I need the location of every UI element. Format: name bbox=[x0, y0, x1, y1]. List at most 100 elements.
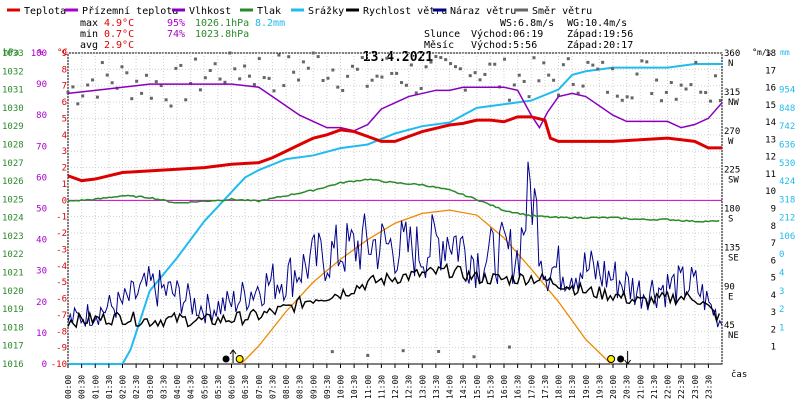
wind-direction-point bbox=[404, 83, 408, 87]
ms-tick-label: 2 bbox=[771, 325, 776, 335]
plot-area bbox=[66, 51, 723, 365]
legend-label: Směr větru bbox=[532, 5, 592, 17]
wind-direction-point bbox=[159, 84, 163, 88]
axes: 9876543210-1-2-3-4-5-6-7-8-9-10103310321… bbox=[2, 48, 795, 370]
wind-direction-point bbox=[218, 77, 222, 81]
hpa-tick-label: 1016 bbox=[2, 360, 24, 370]
legend-label: Srážky bbox=[308, 5, 344, 17]
wind-direction-point bbox=[645, 60, 649, 64]
wind-direction-point bbox=[76, 102, 80, 106]
wind-direction-point bbox=[380, 75, 384, 79]
wind-direction-point bbox=[472, 355, 476, 359]
wind-direction-point bbox=[360, 56, 364, 60]
hpa-tick-label: 1023 bbox=[2, 232, 24, 242]
x-tick-label: 09:30 bbox=[323, 375, 332, 399]
dir-compass-label: NW bbox=[728, 98, 739, 108]
x-tick-label: 17:00 bbox=[527, 375, 536, 399]
wind-direction-point bbox=[257, 57, 261, 61]
x-tick-label: 16:30 bbox=[514, 375, 523, 399]
temp-tick-label: -2 bbox=[56, 229, 67, 239]
legend-label: Tlak bbox=[257, 6, 281, 17]
wind-direction-point bbox=[581, 84, 585, 88]
ms-tick-label: 14 bbox=[765, 118, 776, 128]
wind-direction-point bbox=[429, 60, 433, 64]
dir-unit: ° bbox=[752, 48, 757, 58]
wind-direction-point bbox=[311, 51, 315, 55]
dir-compass-label: SW bbox=[728, 176, 739, 186]
wind-direction-point bbox=[262, 76, 266, 80]
stats-wind-gust: WG:10.4m/s bbox=[567, 18, 627, 29]
stats-max-hum: 95% bbox=[167, 18, 185, 29]
x-tick-label: 03:00 bbox=[146, 375, 155, 399]
mm-tick-label: 2 bbox=[779, 305, 784, 315]
wind-direction-point bbox=[370, 78, 374, 82]
x-tick-label: 01:30 bbox=[105, 375, 114, 399]
temp-tick-label: 2 bbox=[62, 164, 67, 174]
wind-direction-point bbox=[401, 349, 405, 353]
dir-compass-label: E bbox=[728, 292, 733, 302]
wind-direction-point bbox=[437, 349, 441, 353]
wind-direction-point bbox=[316, 55, 320, 59]
stats-max-label: max bbox=[80, 18, 98, 29]
wind-direction-point bbox=[655, 78, 659, 82]
x-tick-label: 20:30 bbox=[623, 375, 632, 399]
pct-tick-label: 70 bbox=[36, 142, 47, 152]
ms-tick-label: 12 bbox=[765, 153, 776, 163]
dir-tick-label: 135 bbox=[724, 243, 740, 253]
mm-tick-label: 1 bbox=[779, 323, 784, 333]
ms-tick-label: 15 bbox=[765, 101, 776, 111]
mm-tick-label: 530 bbox=[779, 159, 795, 169]
temp-tick-label: 7 bbox=[62, 82, 67, 92]
wind-direction-point bbox=[512, 83, 516, 87]
x-tick-label: 04:00 bbox=[173, 375, 182, 399]
mm-tick-label: 212 bbox=[779, 214, 795, 224]
wind-direction-point bbox=[400, 81, 404, 85]
wind-direction-point bbox=[620, 98, 624, 102]
stats-moon-rise: Východ:5:56 bbox=[471, 39, 537, 51]
wind-direction-point bbox=[140, 91, 144, 95]
hpa-unit: hPa bbox=[3, 48, 19, 58]
stats-moon-set: Západ:20:17 bbox=[567, 39, 633, 51]
x-tick-label: 19:30 bbox=[595, 375, 604, 399]
temp-tick-label: 1 bbox=[62, 180, 67, 190]
wind-direction-point bbox=[277, 53, 281, 57]
hpa-tick-label: 1021 bbox=[2, 269, 24, 279]
wind-direction-point bbox=[566, 57, 570, 61]
wind-direction-point bbox=[468, 74, 472, 78]
dir-compass-label: W bbox=[728, 137, 734, 147]
x-tick-label: 02:00 bbox=[119, 375, 128, 399]
wind-direction-point bbox=[66, 90, 70, 94]
hpa-tick-label: 1017 bbox=[2, 342, 24, 352]
temp-tick-label: -7 bbox=[56, 311, 67, 321]
x-tick-label: 02:30 bbox=[132, 375, 141, 399]
wind-direction-point bbox=[709, 99, 713, 103]
x-tick-label: 07:30 bbox=[268, 375, 277, 399]
wind-direction-point bbox=[660, 99, 664, 103]
wind-direction-point bbox=[238, 77, 242, 81]
ms-tick-label: 7 bbox=[771, 239, 776, 249]
wind-direction-point bbox=[81, 94, 85, 98]
x-axis: 00:00 00:30 01:00 01:30 02:00 02:30 03:00 03:30… bbox=[64, 364, 747, 399]
wind-direction-point bbox=[591, 63, 595, 67]
x-tick-label: 06:30 bbox=[241, 375, 250, 399]
legend: Teplota Přízemní teplota Vlhkost Tlak Srážky… bbox=[7, 5, 592, 17]
x-tick-label: 06:00 bbox=[228, 375, 237, 399]
wind-direction-point bbox=[365, 84, 369, 88]
stats-max-press: 1026.1hPa bbox=[195, 18, 249, 29]
wind-direction-point bbox=[684, 87, 688, 91]
ms-tick-label: 1 bbox=[771, 343, 776, 353]
wind-direction-point bbox=[336, 85, 340, 89]
dir-compass-label: S bbox=[728, 215, 733, 225]
ms-tick-label: 18 bbox=[765, 49, 776, 59]
hpa-tick-label: 1031 bbox=[2, 86, 24, 96]
x-tick-label: 00:00 bbox=[64, 375, 73, 399]
wind-direction-point bbox=[640, 59, 644, 63]
x-tick-label: 04:30 bbox=[187, 375, 196, 399]
x-tick-label: 14:00 bbox=[446, 375, 455, 399]
x-tick-label: 16:00 bbox=[500, 375, 509, 399]
wind-direction-point bbox=[321, 78, 325, 82]
wind-direction-point bbox=[571, 82, 575, 86]
pct-tick-label: 90 bbox=[36, 80, 47, 90]
pct-tick-label: 30 bbox=[36, 267, 47, 277]
x-tick-label: 19:00 bbox=[582, 375, 591, 399]
